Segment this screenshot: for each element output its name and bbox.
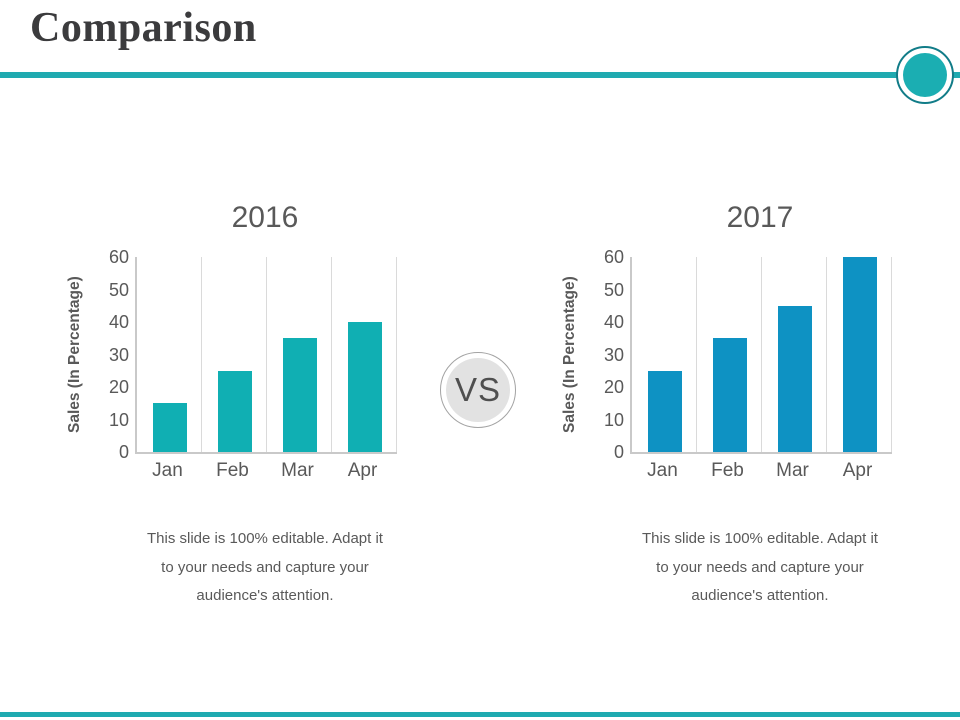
y-tick-label: 50: [603, 279, 624, 300]
accent-circle: [896, 46, 954, 104]
y-tick-label: 0: [613, 442, 624, 462]
bar-mar: [282, 338, 317, 452]
plot-area: 0 10 20 30 40 50 60: [109, 247, 397, 462]
y-tick-label: 60: [108, 247, 129, 267]
y-axis-label: Sales (In Percentage): [66, 276, 83, 433]
gridline: [396, 257, 397, 452]
x-tick-label: Jan: [152, 460, 183, 481]
x-tick-labels: Jan Feb Mar Apr: [135, 460, 395, 486]
x-tick-label: Feb: [216, 460, 249, 481]
chart-2016: 2016 Sales (In Percentage) 0 10 20 30 40 50 60…: [60, 195, 470, 635]
vs-badge-fill: VS: [446, 358, 510, 422]
y-tick-label: 60: [603, 247, 624, 267]
vs-label: VS: [454, 371, 502, 408]
chart-title-2017: 2017: [726, 201, 794, 234]
chart-title-2016: 2016: [231, 201, 299, 234]
bar-feb: [217, 370, 252, 452]
gridline: [331, 257, 332, 452]
y-tick-label: 0: [118, 442, 129, 462]
x-tick-label: Mar: [776, 460, 809, 481]
bottom-accent-rule: [0, 712, 960, 717]
x-tick-label: Mar: [281, 460, 314, 481]
gridline: [826, 257, 827, 452]
accent-circle-fill: [903, 53, 947, 97]
y-tick-label: 20: [108, 377, 129, 397]
y-tick-label: 50: [108, 279, 129, 300]
x-tick-labels: Jan Feb Mar Apr: [630, 460, 890, 486]
x-tick-label: Apr: [347, 460, 378, 481]
x-tick-label: Jan: [647, 460, 678, 481]
y-tick-label: 40: [603, 312, 624, 332]
bar-apr: [842, 257, 877, 452]
bar-mar: [777, 305, 812, 452]
bar-jan: [152, 403, 187, 452]
vs-badge: VS: [440, 352, 516, 428]
y-tick-label: 20: [603, 377, 624, 397]
gridline: [891, 257, 892, 452]
plot-area: 0 10 20 30 40 50 60: [604, 247, 892, 462]
bar-jan: [647, 370, 682, 452]
x-tick-label: Feb: [711, 460, 744, 481]
gridline: [761, 257, 762, 452]
bar-feb: [712, 338, 747, 452]
bar-apr: [347, 322, 382, 452]
y-tick-label: 10: [603, 409, 624, 430]
y-tick-label: 30: [603, 344, 624, 365]
chart-2017: 2017 Sales (In Percentage) 0 10 20 30 40 50 60…: [555, 195, 960, 635]
x-tick-label: Apr: [842, 460, 873, 481]
gridline: [201, 257, 202, 452]
caption: This slide is 100% editable. Adapt it to…: [147, 530, 383, 604]
y-tick-label: 30: [108, 344, 129, 365]
y-tick-label: 10: [108, 409, 129, 430]
top-accent-rule: [0, 72, 960, 78]
y-tick-label: 40: [108, 312, 129, 332]
caption: This slide is 100% editable. Adapt it to…: [642, 530, 878, 604]
slide-title: Comparison: [30, 5, 257, 51]
y-axis-label: Sales (In Percentage): [561, 276, 578, 433]
gridline: [266, 257, 267, 452]
gridline: [696, 257, 697, 452]
